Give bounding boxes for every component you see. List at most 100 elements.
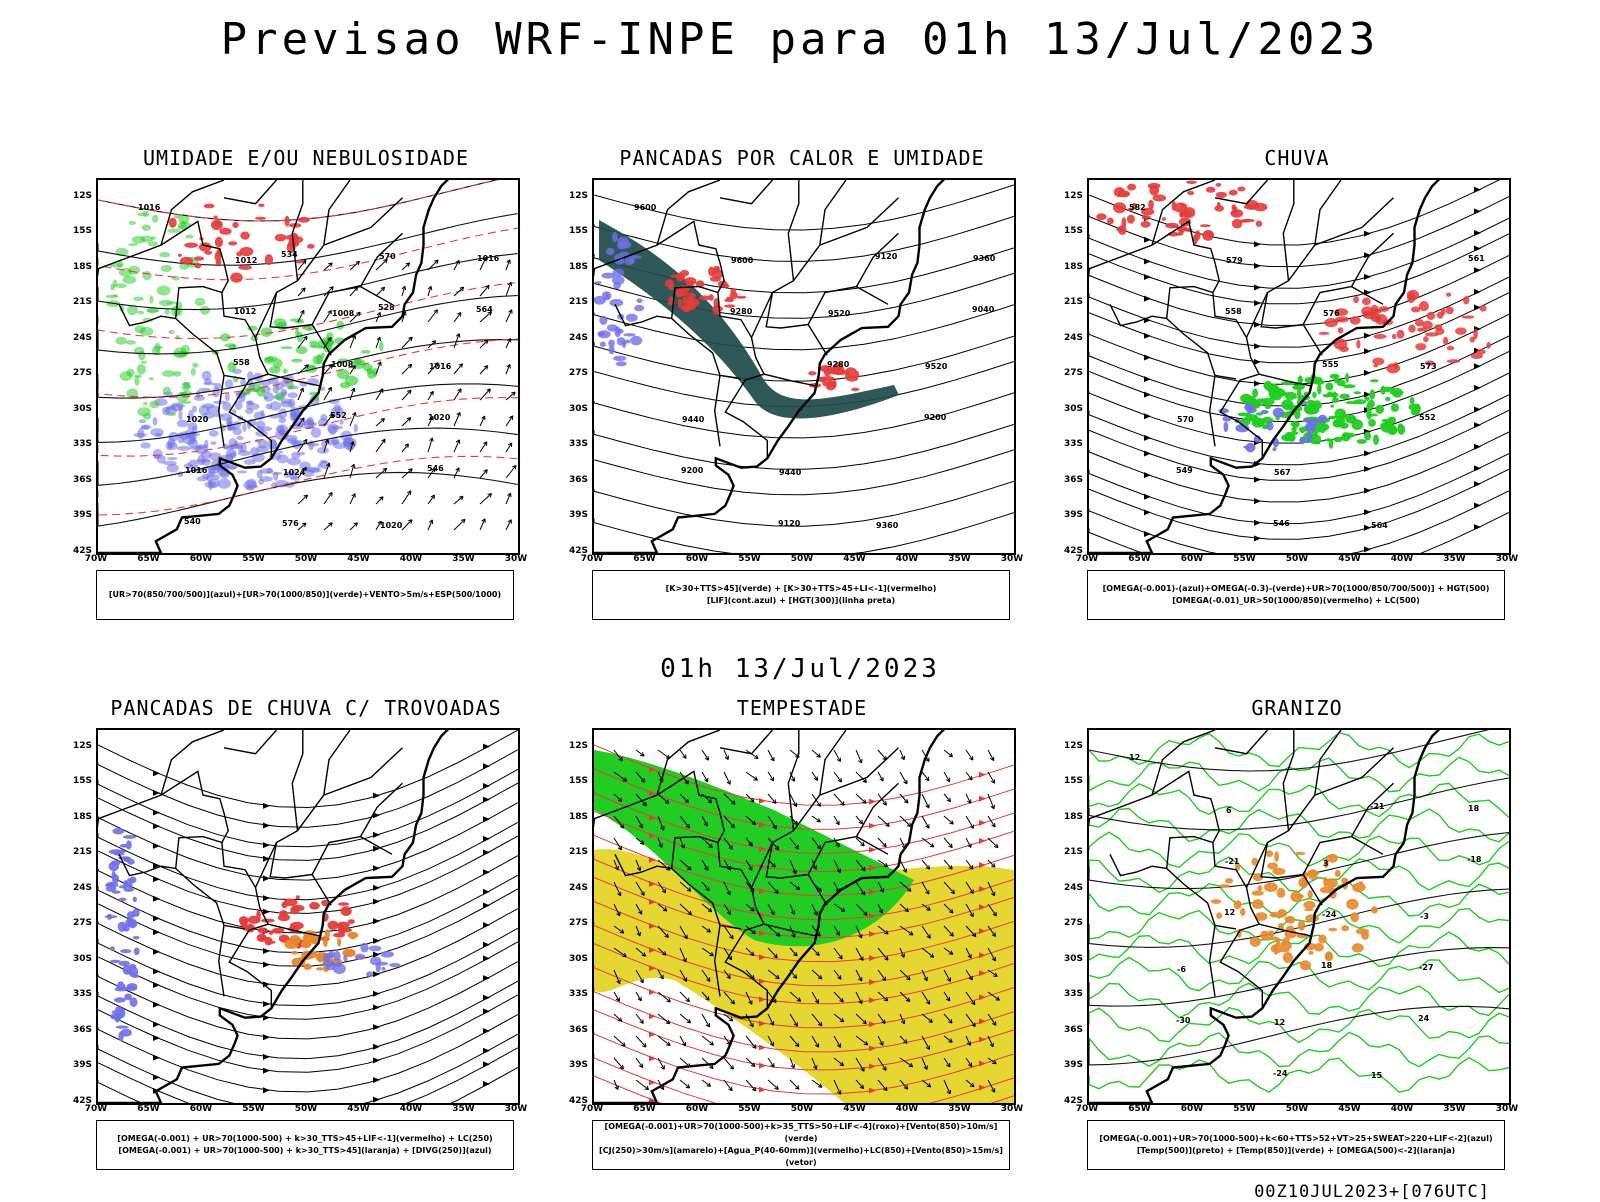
border-line [1258,373,1312,387]
lat-tick-label: 18S [1063,261,1083,272]
lon-tick-label: 30W [1000,554,1024,564]
contour-label: 546 [427,464,444,473]
border-line [1302,285,1384,325]
contour-label: 1016 [477,254,500,263]
lon-tick-label: 70W [84,554,108,564]
map-panel: 1016 1012 1008 1016 1020 1024 1020 1016 1012 1008… [96,178,520,555]
lon-tick-label: 35W [452,1104,475,1114]
border-line [269,292,332,356]
map-panel [592,728,1016,1105]
map-svg [594,730,1014,1103]
lat-tick-label: 12S [72,740,92,751]
contour-label: 9280 [730,307,753,316]
contour-label: 9200 [924,413,947,422]
lat-tick-label: 24S [1063,882,1083,893]
lat-tick-label: 27S [1063,918,1083,929]
lon-tick-label: 70W [1075,1104,1099,1114]
lon-tick-label: 50W [790,1104,814,1114]
lat-tick-label: 36S [72,474,92,485]
lon-tick-label: 40W [895,1104,919,1114]
contour-label: -21 [1370,802,1385,811]
border-line [359,232,403,287]
lon-tick-label: 35W [452,554,475,564]
contour-label: 9360 [973,254,996,263]
contour-label: 567 [1274,468,1291,477]
legend-line: [OMEGA(-0.001)-(azul)+OMEGA(-0.3)-(verde… [1102,584,1490,593]
lat-tick-label: 12S [1063,190,1083,201]
border-line [807,835,889,875]
contour-label: -24 [1273,1069,1288,1078]
lat-tick-label: 21S [72,847,92,858]
contour-label: 1016 [429,362,452,371]
lon-tick-label: 55W [242,554,265,564]
contour-label: 12 [1274,1018,1285,1027]
lat-tick-label: 12S [72,190,92,201]
lon-tick-label: 45W [843,1104,866,1114]
contour-label: 1020 [428,413,451,422]
contour-label: 540 [184,517,201,526]
lat-tick-label: 39S [72,510,92,521]
border-line [291,180,304,281]
contour-label: -21 [1225,857,1240,866]
convective-band [599,220,899,419]
jet-area [594,849,1014,1103]
contour-label: 555 [1322,360,1339,369]
border-line [763,373,817,387]
contour-label: 24 [1418,1014,1430,1023]
lat-tick-label: 42S [568,546,588,556]
lon-tick-label: 50W [1285,554,1309,564]
contour-label: 534 [281,250,298,259]
lat-tick-label: 15S [568,776,588,787]
lat-tick-label: 30S [1063,953,1083,964]
border-line [160,730,225,796]
coastline [594,730,946,1103]
border-line [594,770,768,1009]
contour-label: 6 [1226,806,1232,815]
lat-tick-label: 27S [568,918,588,929]
border-line [787,730,800,831]
lon-tick-label: 35W [948,554,971,564]
lat-tick-label: 18S [568,261,588,272]
contour-label: 3 [1323,859,1329,868]
contour-label: 564 [1371,521,1388,530]
legend-box: [K>30+TTS>45](verde) + [K>30+TTS>45+LI<-… [592,570,1010,620]
border-line [819,197,899,246]
map-panel [96,728,520,1105]
contour-label: 528 [378,303,395,312]
legend-box: [OMEGA(-0.001)-(azul)+OMEGA(-0.3)-(verde… [1087,570,1505,620]
lat-tick-label: 15S [1063,776,1083,787]
lat-tick-label: 27S [72,918,92,929]
lon-tick-label: 60W [1180,1104,1204,1114]
contour-label: -3 [1420,912,1429,921]
lat-tick-label: 27S [568,368,588,379]
contour-label: 9360 [876,521,899,530]
lat-tick-label: 42S [568,1096,588,1106]
lat-tick-label: 33S [1063,439,1083,450]
contour-label: 1020 [186,415,209,424]
lon-tick-label: 40W [1390,554,1414,564]
contour-label: 9600 [731,256,754,265]
map-svg: 582 579 576 573 570 567 564 561 558 555 552 549 546 [1089,180,1509,553]
lat-tick-label: 21S [568,847,588,858]
lat-tick-label: 24S [72,332,92,343]
lat-tick-label: 24S [568,882,588,893]
contour-label: 9600 [634,203,657,212]
lon-tick-label: 45W [347,554,370,564]
border-line [656,730,721,796]
lon-tick-label: 70W [1075,554,1099,564]
lon-tick-label: 55W [738,554,761,564]
coastline [1089,730,1441,1103]
contour-label: 561 [1468,254,1485,263]
lon-tick-label: 70W [84,1104,108,1114]
contour-label: 9040 [972,305,995,314]
border-line [1166,867,1237,930]
border-line [1350,782,1394,837]
border-line [765,842,828,906]
lat-tick-label: 27S [72,368,92,379]
border-line [175,867,246,930]
border-line [1089,220,1263,459]
coastline [1089,180,1441,553]
contour-label: 552 [330,411,347,420]
border-line [614,285,719,327]
lat-tick-label: 21S [72,297,92,308]
